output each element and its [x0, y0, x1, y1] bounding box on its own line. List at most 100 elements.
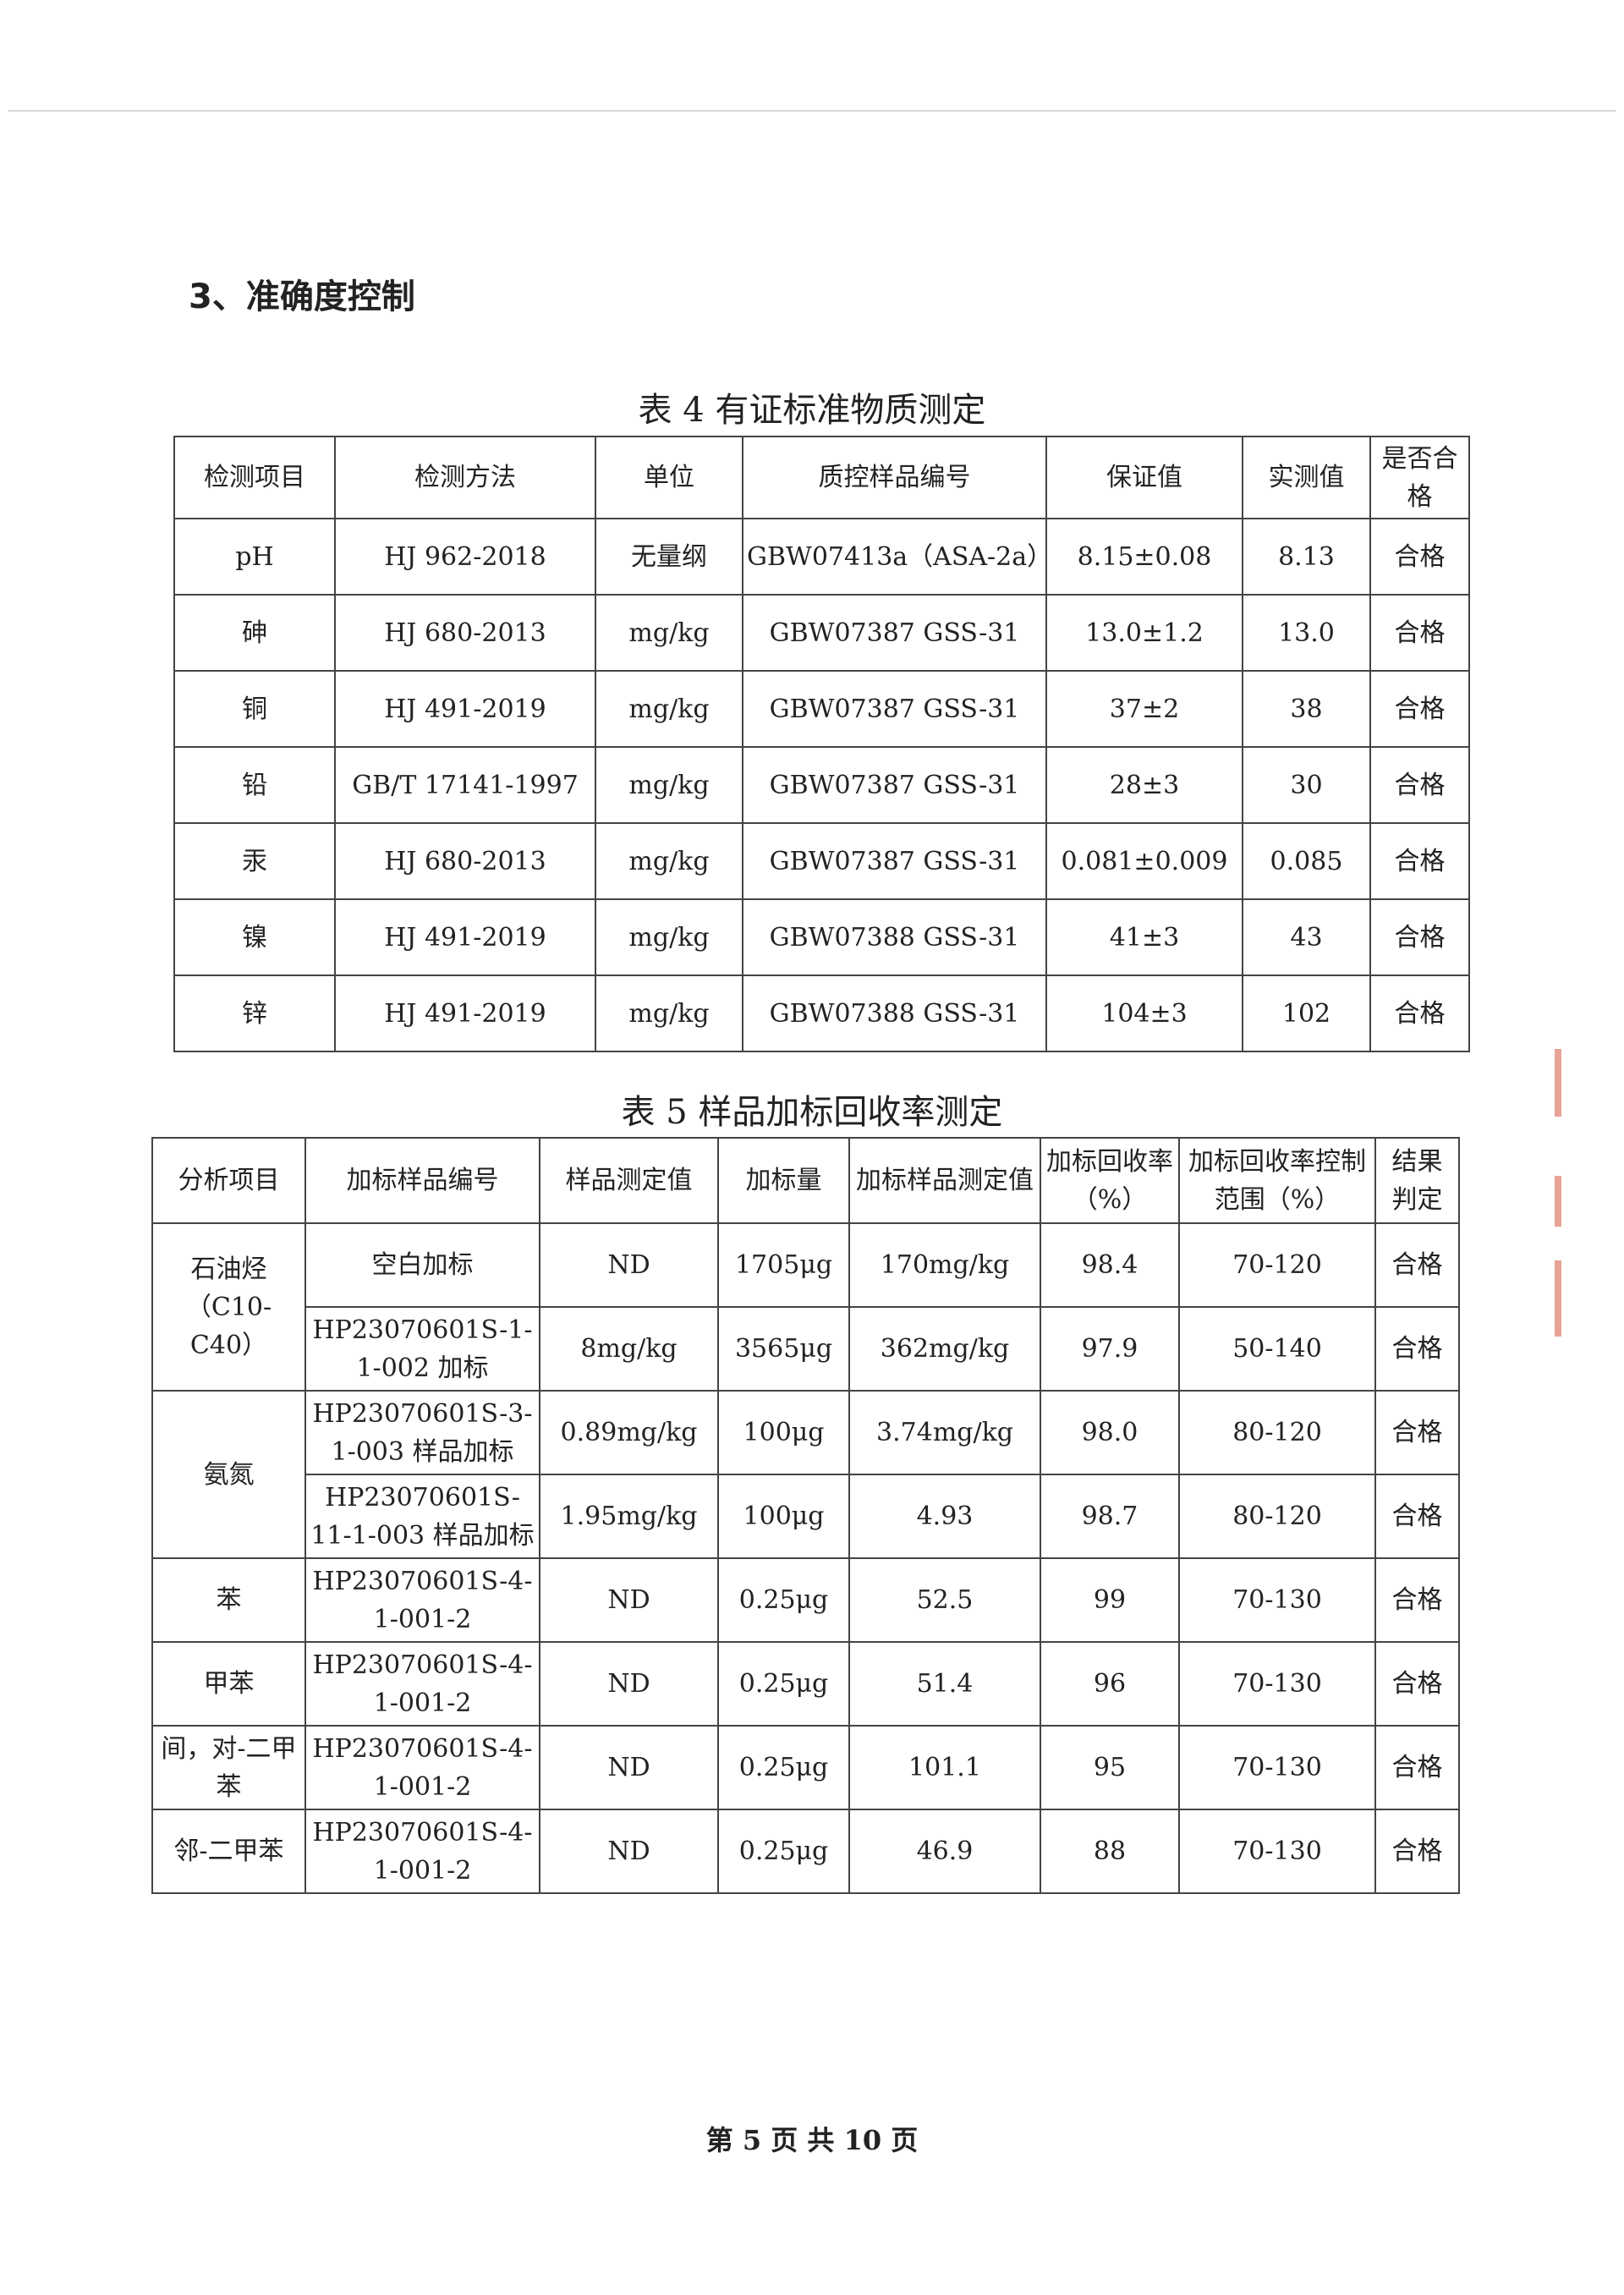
- table-cell: 8mg/kg: [539, 1306, 719, 1392]
- table-cell: GBW07388 GSS-31: [742, 898, 1047, 976]
- column-header: 单位: [595, 436, 743, 519]
- table-cell: 3.74mg/kg: [848, 1390, 1041, 1475]
- table-cell: GBW07413a（ASA-2a）: [742, 518, 1052, 596]
- table-cell: 80-120: [1178, 1474, 1376, 1559]
- column-header: 加标回收率（%）: [1040, 1137, 1180, 1224]
- table-row: 铅 GB/T 17141-1997 mg/kg GBW07387 GSS-31 28±3…: [173, 746, 1470, 824]
- table-row: 砷 HJ 680-2013 mg/kg GBW07387 GSS-31 13.0±1.2…: [173, 594, 1470, 672]
- stamp-edge-mark: [1555, 1260, 1561, 1337]
- table-cell: 空白加标: [304, 1222, 540, 1308]
- table-cell: 51.4: [848, 1641, 1041, 1727]
- table-row: 邻-二甲苯 HP23070601S-4-1-001-2 ND 0.25μg 46.9 88…: [151, 1809, 1460, 1894]
- analysis-item-cell: 邻-二甲苯: [151, 1809, 306, 1894]
- table-cell: 13.0: [1242, 594, 1371, 672]
- table-cell: 合格: [1374, 1641, 1460, 1727]
- table-cell: HJ 491-2019: [334, 898, 596, 976]
- table-cell: 70-130: [1178, 1809, 1376, 1894]
- table-cell: 100μg: [717, 1474, 850, 1559]
- table4-reference-materials: 检测项目 检测方法 单位 质控样品编号 保证值 实测值 是否合格 pH HJ 962-2018 无…: [173, 436, 1470, 1052]
- table-cell: mg/kg: [595, 670, 743, 748]
- table-cell: 0.085: [1242, 822, 1371, 900]
- column-header: 是否合格: [1369, 436, 1470, 519]
- table-cell: 合格: [1374, 1725, 1460, 1810]
- table-cell: 98.7: [1040, 1474, 1180, 1559]
- table-cell: 合格: [1369, 975, 1470, 1052]
- table-cell: 98.4: [1040, 1222, 1180, 1308]
- table-cell: 铅: [173, 746, 336, 824]
- table-cell: 砷: [173, 594, 336, 672]
- table-cell: HP23070601S-4-1-001-2: [304, 1557, 540, 1643]
- table-cell: 合格: [1374, 1222, 1460, 1308]
- table-cell: 合格: [1374, 1390, 1460, 1475]
- table-cell: 100μg: [717, 1390, 850, 1475]
- table-cell: HJ 962-2018: [334, 518, 596, 596]
- analysis-item-cell: 苯: [151, 1557, 306, 1643]
- column-header: 检测项目: [173, 436, 336, 519]
- table-cell: 70-130: [1178, 1641, 1376, 1727]
- table-cell: 99: [1040, 1557, 1180, 1643]
- table-cell: HJ 680-2013: [334, 822, 596, 900]
- table-cell: 1.95mg/kg: [539, 1474, 719, 1559]
- table-row: 镍 HJ 491-2019 mg/kg GBW07388 GSS-31 41±3 43 合格: [173, 898, 1470, 976]
- column-header: 实测值: [1242, 436, 1371, 519]
- table-cell: 8.15±0.08: [1045, 518, 1243, 596]
- table-cell: 合格: [1369, 898, 1470, 976]
- table-cell: ND: [539, 1557, 719, 1643]
- table-cell: 13.0±1.2: [1045, 594, 1243, 672]
- table-cell: 70-120: [1178, 1222, 1376, 1308]
- table-row: HP23070601S-11-1-003 样品加标 1.95mg/kg 100μg 4…: [152, 1474, 1460, 1559]
- table-cell: HP23070601S-1-1-002 加标: [304, 1306, 540, 1392]
- page-top-rule: [8, 110, 1616, 112]
- table-cell: 4.93: [848, 1474, 1041, 1559]
- table-cell: 97.9: [1040, 1306, 1180, 1392]
- table-cell: 0.25μg: [717, 1641, 850, 1727]
- table-row: 苯 HP23070601S-4-1-001-2 ND 0.25μg 52.5 99 70-1…: [151, 1557, 1460, 1643]
- column-header: 加标样品编号: [304, 1137, 540, 1224]
- table-row: 石油烃（C10-C40） 空白加标 ND 1705μg 170mg/kg 98.4 70-1…: [151, 1222, 1460, 1392]
- column-header: 加标回收率控制范围（%）: [1178, 1137, 1376, 1224]
- table5-header-row: 分析项目 加标样品编号 样品测定值 加标量 加标样品测定值 加标回收率（%） 加标回收率控制…: [151, 1137, 1460, 1224]
- table-cell: 合格: [1369, 518, 1470, 596]
- table-cell: 锌: [173, 975, 336, 1052]
- table-cell: 合格: [1374, 1474, 1460, 1559]
- table-cell: 无量纲: [595, 518, 743, 596]
- table-cell: GBW07387 GSS-31: [742, 822, 1047, 900]
- table4-header-row: 检测项目 检测方法 单位 质控样品编号 保证值 实测值 是否合格: [173, 436, 1470, 519]
- table-cell: 合格: [1374, 1809, 1460, 1894]
- analysis-item-cell: 石油烃（C10-C40）: [151, 1222, 306, 1392]
- table-row: 间，对-二甲苯 HP23070601S-4-1-001-2 ND 0.25μg 101.…: [151, 1725, 1460, 1810]
- table-cell: GBW07387 GSS-31: [742, 670, 1047, 748]
- table-cell: mg/kg: [595, 822, 743, 900]
- table-row: 氨氮 HP23070601S-3-1-003 样品加标 0.89mg/kg 100μg…: [151, 1390, 1460, 1559]
- table-row: 汞 HJ 680-2013 mg/kg GBW07387 GSS-31 0.081±0.…: [173, 822, 1470, 900]
- table-cell: 52.5: [848, 1557, 1041, 1643]
- table-cell: 50-140: [1178, 1306, 1376, 1392]
- table-cell: 43: [1242, 898, 1371, 976]
- table-cell: HP23070601S-4-1-001-2: [304, 1641, 540, 1727]
- table-cell: 1705μg: [717, 1222, 850, 1308]
- table-cell: HJ 491-2019: [334, 975, 596, 1052]
- table-cell: HP23070601S-11-1-003 样品加标: [304, 1474, 540, 1559]
- table-cell: HP23070601S-3-1-003 样品加标: [304, 1390, 540, 1475]
- table-cell: 合格: [1369, 594, 1470, 672]
- table-cell: 88: [1040, 1809, 1180, 1894]
- table-cell: mg/kg: [595, 746, 743, 824]
- table4-title: 表 4 有证标准物质测定: [638, 391, 986, 430]
- table-cell: 合格: [1369, 746, 1470, 824]
- column-header: 分析项目: [151, 1137, 306, 1224]
- table-cell: 41±3: [1045, 898, 1243, 976]
- table-cell: 37±2: [1045, 670, 1243, 748]
- table5-spike-recovery: 分析项目 加标样品编号 样品测定值 加标量 加标样品测定值 加标回收率（%） 加标回收率控制…: [151, 1137, 1460, 1894]
- table-cell: 0.081±0.009: [1045, 822, 1243, 900]
- table-cell: mg/kg: [595, 975, 743, 1052]
- table-cell: 铜: [173, 670, 336, 748]
- column-header: 加标样品测定值: [848, 1137, 1041, 1224]
- table-row: 锌 HJ 491-2019 mg/kg GBW07388 GSS-31 104±3 102…: [173, 975, 1470, 1052]
- table-cell: 70-130: [1178, 1725, 1376, 1810]
- table-cell: 0.25μg: [717, 1725, 850, 1810]
- table-cell: ND: [539, 1725, 719, 1810]
- table-cell: 合格: [1374, 1306, 1460, 1392]
- column-header: 检测方法: [334, 436, 596, 519]
- page-number: 第 5 页 共 10 页: [705, 2124, 919, 2156]
- stamp-edge-mark: [1555, 1049, 1561, 1117]
